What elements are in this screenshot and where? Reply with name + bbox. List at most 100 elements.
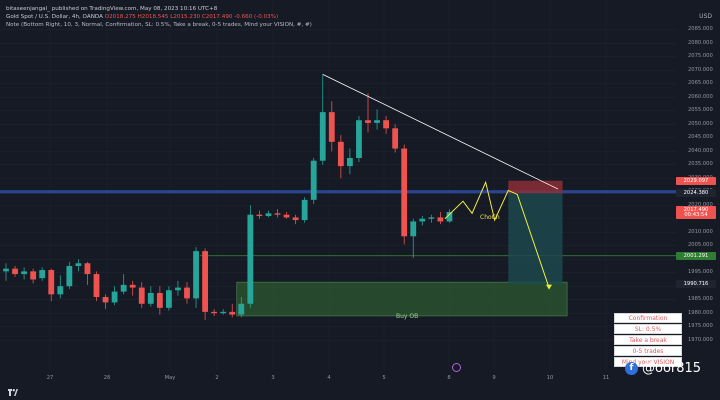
price-tag: 2029.097 bbox=[676, 176, 716, 185]
indicator-legend[interactable]: Note (Bottom Right, 10, 3, Normal, Confi… bbox=[6, 22, 312, 28]
price-tick-label: 2045.000 bbox=[688, 134, 713, 141]
candle-body bbox=[57, 286, 64, 295]
price-tag: 00:43:54 bbox=[676, 210, 716, 219]
candle-body bbox=[374, 120, 380, 123]
tradingview-logo-icon bbox=[8, 389, 18, 396]
candle-body bbox=[247, 214, 254, 304]
price-tick-label: 2065.000 bbox=[688, 80, 713, 87]
candle-body bbox=[3, 268, 9, 272]
candle-body bbox=[48, 270, 55, 295]
candle-body bbox=[392, 128, 399, 149]
candle-body bbox=[274, 213, 281, 215]
price-tag: 2017.490 bbox=[676, 205, 716, 214]
time-tick-label: 3 bbox=[271, 375, 275, 381]
candle-body bbox=[347, 158, 353, 167]
candle-body bbox=[166, 290, 172, 308]
candle-body bbox=[220, 311, 227, 314]
ohlc-values: O2018.275 H2018.545 L2015.230 C2017.490 … bbox=[104, 14, 279, 20]
candle-body bbox=[310, 160, 317, 200]
candle-body bbox=[265, 213, 272, 217]
note-box: Take a break bbox=[614, 335, 682, 345]
candle-body bbox=[292, 217, 299, 221]
blue-level-band bbox=[0, 190, 676, 194]
candle-body bbox=[30, 271, 37, 280]
time-tick-label: 4 bbox=[327, 375, 331, 381]
buy-ob-zone bbox=[236, 281, 568, 317]
candle-body bbox=[401, 148, 408, 237]
chart-header: bitaseenjangal_ published on TradingView… bbox=[6, 5, 312, 29]
price-tag: 2024.380 bbox=[676, 189, 716, 198]
candle-body bbox=[356, 120, 362, 159]
candle-body bbox=[428, 217, 435, 219]
candle-body bbox=[446, 212, 453, 222]
candle-body bbox=[337, 141, 344, 167]
time-tick-label: 28 bbox=[103, 375, 111, 381]
price-tick-label: 2020.000 bbox=[688, 201, 713, 208]
price-tick-label: 2060.000 bbox=[688, 93, 713, 100]
note-box: Mind your VISION bbox=[614, 357, 682, 367]
time-tick-label: 9 bbox=[492, 375, 496, 381]
candle-body bbox=[66, 265, 73, 287]
candle-body bbox=[156, 292, 163, 308]
watermark-text: @oor815 bbox=[642, 361, 702, 376]
candle-body bbox=[328, 112, 335, 142]
projection-arrowhead bbox=[546, 284, 552, 290]
candle-body bbox=[437, 217, 444, 222]
chart-plot[interactable] bbox=[0, 0, 676, 370]
time-tick-label: 8 bbox=[447, 375, 451, 381]
candle-body bbox=[202, 251, 208, 312]
price-axis[interactable]: 2085.000 2080.000 2075.000 2070.000 2065.000… bbox=[676, 0, 720, 400]
price-tick-label: 2080.000 bbox=[688, 39, 713, 46]
candle-body bbox=[120, 284, 127, 292]
choch-label: ChoCh bbox=[480, 214, 500, 221]
candle-body bbox=[319, 112, 326, 161]
watermark: f @oor815 bbox=[625, 361, 701, 376]
price-tick-label: 2035.000 bbox=[688, 161, 713, 168]
candle-body bbox=[410, 221, 417, 237]
currency-label: USD bbox=[699, 13, 712, 20]
publish-info: bitaseenjangal_ published on TradingView… bbox=[6, 6, 218, 12]
candle-body bbox=[419, 218, 426, 222]
candle-body bbox=[12, 268, 18, 275]
candle-body bbox=[184, 287, 190, 299]
candle-body bbox=[21, 271, 27, 275]
buy-ob-label: Buy OB bbox=[396, 313, 419, 320]
candle-body bbox=[238, 303, 245, 315]
candle-body bbox=[102, 297, 109, 303]
target-zone bbox=[508, 193, 563, 285]
time-tick-label: 27 bbox=[46, 375, 54, 381]
time-tick-label: 5 bbox=[382, 375, 386, 381]
candle-body bbox=[138, 287, 145, 304]
projected-path bbox=[444, 180, 550, 288]
price-tick-label: 2070.000 bbox=[688, 66, 713, 73]
price-tick-label: 2055.000 bbox=[688, 107, 713, 114]
price-tick-label: 2040.000 bbox=[688, 147, 713, 154]
candle-body bbox=[383, 120, 389, 129]
price-tick-label: 1975.000 bbox=[688, 323, 713, 330]
candle-body bbox=[84, 263, 91, 275]
candle-body bbox=[301, 199, 308, 221]
candle-body bbox=[111, 291, 118, 303]
price-tick-label: 1970.000 bbox=[688, 336, 713, 343]
price-tick-label: 2010.000 bbox=[688, 228, 713, 235]
trendline bbox=[322, 73, 559, 190]
price-tick-label: 2005.000 bbox=[688, 242, 713, 249]
candle-body bbox=[75, 263, 82, 266]
price-tick-label: 1985.000 bbox=[688, 296, 713, 303]
price-tick-label: 2085.000 bbox=[688, 26, 713, 33]
candle-body bbox=[229, 311, 236, 315]
time-tick-label: 10 bbox=[546, 375, 554, 381]
candle-body bbox=[175, 287, 181, 291]
settings-icon[interactable] bbox=[452, 363, 461, 372]
price-tick-label: 2050.000 bbox=[688, 120, 713, 127]
price-tick-label: 2075.000 bbox=[688, 53, 713, 60]
time-axis[interactable]: 27 28 May 2 3 4 5 8 9 10 11 bbox=[0, 370, 676, 384]
price-tick-label: 1995.000 bbox=[688, 269, 713, 276]
time-tick-label: May bbox=[164, 375, 176, 381]
time-tick-label: 2 bbox=[215, 375, 219, 381]
candle-body bbox=[39, 270, 46, 279]
price-tag: 1990.716 bbox=[676, 280, 716, 289]
symbol-title[interactable]: Gold Spot / U.S. Dollar, 4h, OANDA bbox=[6, 14, 103, 20]
candle-body bbox=[93, 274, 100, 298]
